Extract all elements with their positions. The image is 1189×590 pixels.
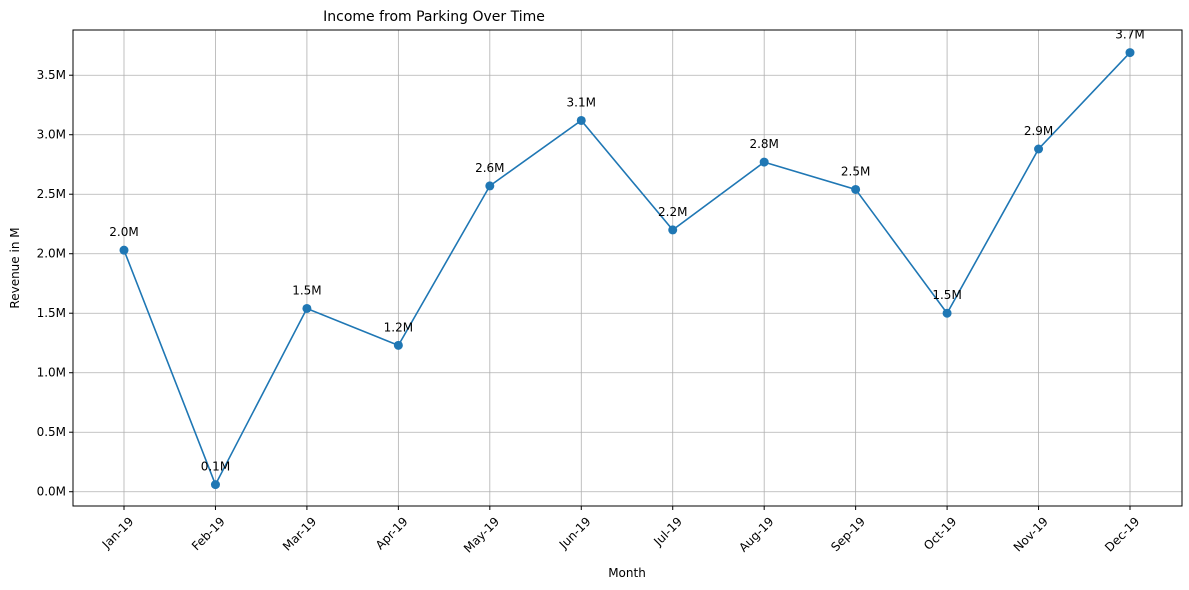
data-point-marker (485, 181, 495, 191)
plot-area-frame (72, 29, 1183, 507)
data-point-marker (576, 115, 586, 125)
data-label: 3.7M (1115, 28, 1144, 42)
series-line (123, 52, 1131, 487)
data-point-marker (759, 157, 769, 167)
data-point-marker (302, 303, 312, 313)
y-tick-label: 1.0M (37, 366, 66, 380)
data-point-marker (393, 340, 403, 350)
marker-layer (119, 48, 1135, 490)
x-tick-label: Jun-19 (556, 514, 594, 552)
data-label: 1.5M (292, 283, 321, 297)
y-tick-label: 2.5M (37, 187, 66, 201)
data-point-marker (942, 308, 952, 318)
data-label: 2.0M (109, 225, 138, 239)
data-point-marker (210, 480, 220, 490)
data-point-marker (119, 245, 129, 255)
x-tick-label: Mar-19 (280, 514, 319, 553)
data-label: 1.2M (384, 320, 413, 334)
data-label-layer: 2.0M 0.1M 1.5M 1.2M 2.6M 3.1M 2.2M 2.8M 2.5M 1.5M… (109, 28, 1144, 474)
y-tick-label: 0.5M (37, 425, 66, 439)
data-point-marker (668, 225, 678, 235)
x-tick-label: Dec-19 (1102, 514, 1142, 554)
x-tick-label: Aug-19 (736, 514, 776, 554)
data-point-marker (1034, 144, 1044, 154)
y-tick-label: 3.0M (37, 128, 66, 142)
data-label: 2.2M (658, 205, 687, 219)
y-axis-ticks: 0.0M 0.5M 1.0M 1.5M 2.0M 2.5M 3.0M 3.5M (37, 68, 73, 499)
data-label: 2.9M (1024, 124, 1053, 138)
x-tick-label: May-19 (461, 514, 502, 555)
data-label: 3.1M (567, 95, 596, 109)
grid (73, 30, 1182, 506)
y-tick-label: 3.5M (37, 68, 66, 82)
data-label: 0.1M (201, 460, 230, 474)
y-axis-label: Revenue in M (8, 227, 22, 308)
y-tick-label: 0.0M (37, 485, 66, 499)
chart-title: Income from Parking Over Time (323, 9, 545, 25)
y-tick-label: 2.0M (37, 247, 66, 261)
x-axis-ticks: Jan-19 Feb-19 Mar-19 Apr-19 May-19 Jun-19 Jul-… (99, 506, 1142, 556)
data-label: 2.6M (475, 161, 504, 175)
series-line-layer (123, 52, 1131, 487)
y-tick-label: 1.5M (37, 306, 66, 320)
x-axis-label: Month (608, 566, 646, 580)
data-point-marker (1125, 48, 1135, 58)
x-tick-label: Sep-19 (828, 514, 868, 554)
x-tick-label: Oct-19 (921, 514, 959, 552)
x-tick-label: Jul-19 (650, 514, 685, 549)
x-tick-label: Feb-19 (189, 514, 228, 553)
data-label: 2.8M (749, 137, 778, 151)
x-tick-label: Apr-19 (373, 514, 411, 552)
data-point-marker (851, 184, 861, 194)
data-label: 2.5M (841, 164, 870, 178)
data-label: 1.5M (932, 288, 961, 302)
x-tick-label: Nov-19 (1011, 514, 1051, 554)
x-tick-label: Jan-19 (99, 514, 137, 552)
